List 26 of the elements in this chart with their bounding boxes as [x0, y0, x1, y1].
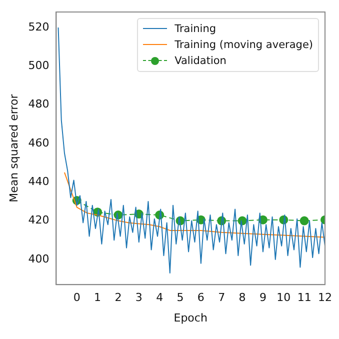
- legend-label: Training: [174, 23, 216, 35]
- y-tick-label: 440: [28, 174, 50, 188]
- x-tick-label: 0: [73, 291, 80, 304]
- x-tick-label: 3: [135, 291, 142, 304]
- y-axis-title: Mean squared error: [7, 94, 20, 202]
- x-tick-label: 11: [297, 291, 312, 304]
- x-tick-label: 7: [218, 291, 226, 304]
- legend-label: Training (moving average): [174, 39, 313, 51]
- y-tick-label: 480: [28, 98, 50, 111]
- y-tick-label: 520: [28, 20, 50, 34]
- x-tick-label: 9: [259, 291, 266, 304]
- y-tick-label: 420: [28, 214, 50, 227]
- x-tick-label: 10: [276, 291, 291, 304]
- x-tick-label: 4: [156, 291, 164, 304]
- x-tick-label: 6: [197, 291, 204, 304]
- y-tick-label: 460: [28, 136, 50, 150]
- point: [300, 216, 309, 226]
- x-tick-label: 12: [318, 291, 332, 304]
- x-axis-title: Epoch: [174, 311, 208, 324]
- x-tick-label: 8: [238, 291, 246, 304]
- legend-label: Validation: [174, 55, 226, 67]
- y-tick-label: 500: [28, 58, 50, 72]
- y-tick-label: 400: [28, 252, 50, 266]
- x-tick-label: 5: [176, 291, 184, 304]
- x-tick-label: 2: [114, 291, 122, 304]
- x-tick-label: 1: [94, 291, 102, 304]
